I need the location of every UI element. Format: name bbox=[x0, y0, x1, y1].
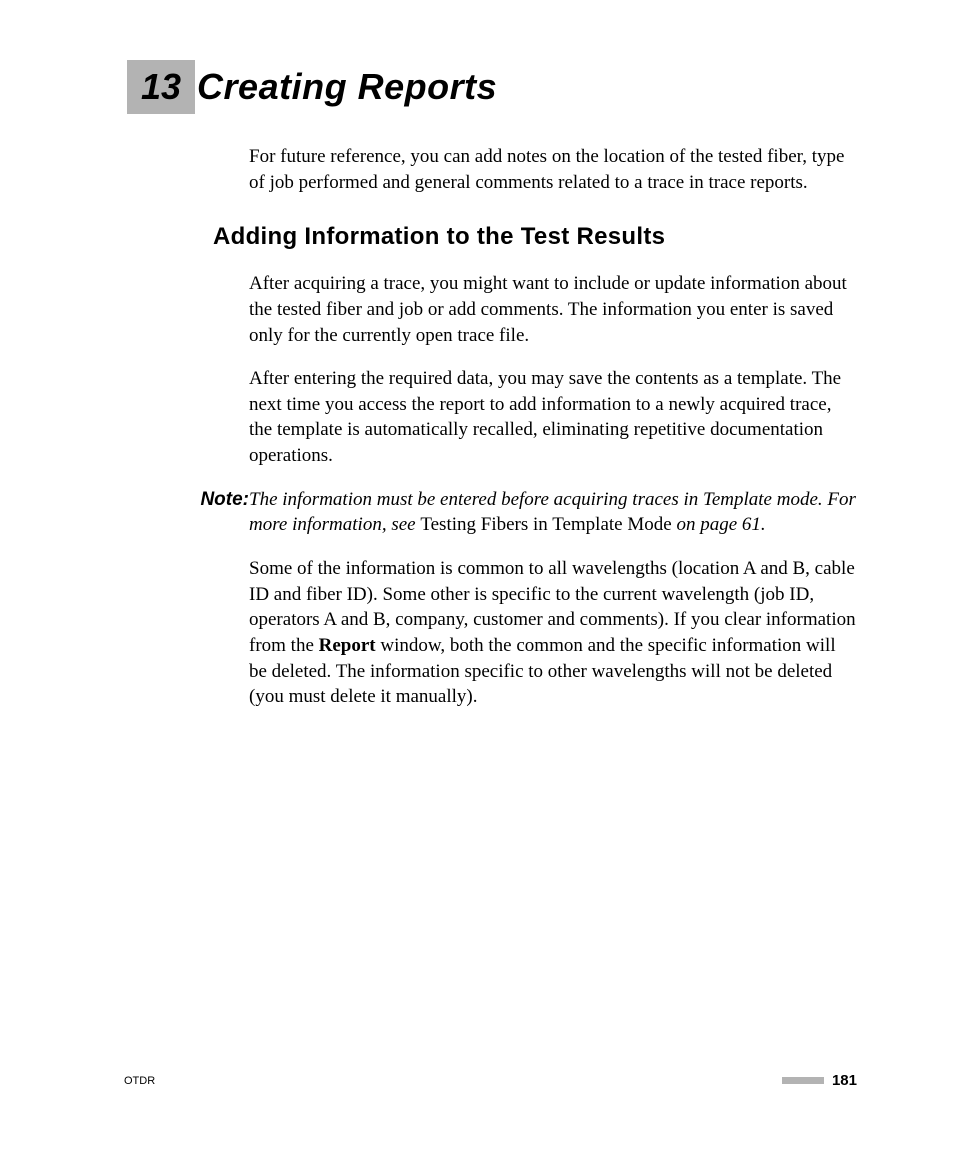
note-text-italic-2: on page 61. bbox=[672, 514, 766, 535]
page-footer: OTDR 181 bbox=[124, 1072, 857, 1089]
section-para-3: Some of the information is common to all… bbox=[249, 556, 857, 710]
note-text: The information must be entered before a… bbox=[249, 487, 857, 538]
chapter-number-box: 13 bbox=[127, 60, 195, 114]
page-content: 13 Creating Reports For future reference… bbox=[0, 0, 954, 710]
footer-product-name: OTDR bbox=[124, 1075, 155, 1087]
section-para-1: After acquiring a trace, you might want … bbox=[249, 271, 857, 348]
para3-bold-report: Report bbox=[319, 635, 376, 656]
note-block: Note: The information must be entered be… bbox=[171, 487, 857, 538]
note-text-normal: Testing Fibers in Template Mode bbox=[420, 514, 671, 535]
section-para-2: After entering the required data, you ma… bbox=[249, 366, 857, 469]
chapter-number: 13 bbox=[141, 66, 181, 107]
footer-accent-bar bbox=[782, 1077, 824, 1084]
chapter-header: 13 Creating Reports bbox=[127, 60, 857, 114]
chapter-title: Creating Reports bbox=[197, 66, 497, 108]
footer-right: 181 bbox=[782, 1072, 857, 1089]
page-number: 181 bbox=[832, 1072, 857, 1089]
section-heading: Adding Information to the Test Results bbox=[213, 223, 857, 251]
note-label: Note: bbox=[171, 487, 249, 538]
intro-paragraph: For future reference, you can add notes … bbox=[249, 144, 857, 195]
